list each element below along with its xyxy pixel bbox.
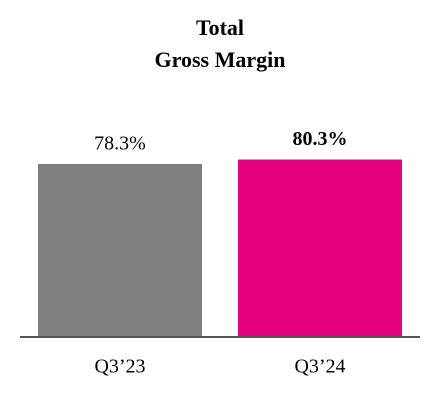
bar — [238, 159, 402, 337]
x-tick-label: Q3’23 — [94, 356, 145, 378]
bar — [38, 163, 202, 337]
value-label: 80.3% — [293, 128, 348, 150]
x-tick-label: Q3’24 — [294, 356, 345, 378]
chart-title: Gross Margin — [155, 47, 286, 72]
value-label: 78.3% — [94, 133, 146, 155]
chart-title: Total — [196, 15, 244, 40]
